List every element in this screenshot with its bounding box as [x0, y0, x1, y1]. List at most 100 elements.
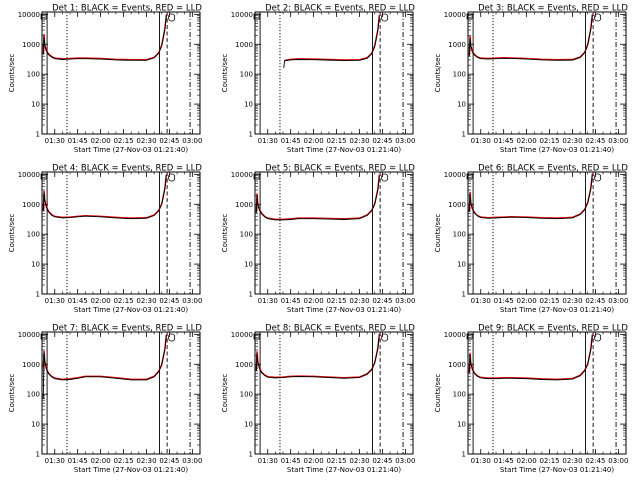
y-tick-label: 1 — [249, 291, 253, 299]
x-tick-label: 03:00 — [608, 297, 628, 305]
x-tick-label: 02:00 — [517, 457, 537, 465]
x-axis-label: Start Time (27-Nov-03 01:21:40) — [500, 146, 614, 154]
y-tick-label: 10000 — [444, 11, 466, 19]
x-tick-label: 02:45 — [372, 137, 392, 145]
series-lld — [468, 173, 594, 219]
x-tick-label: 01:45 — [68, 137, 88, 145]
x-tick-label: 01:45 — [281, 457, 301, 465]
x-tick-label: 01:30 — [258, 457, 278, 465]
chart-title: Det 4: BLACK = Events, RED = LLD — [52, 164, 202, 174]
x-tick-label: 01:30 — [45, 457, 65, 465]
start-marker-glyph — [40, 173, 47, 180]
y-tick-label: 10000 — [231, 171, 253, 179]
end-marker-glyph — [168, 333, 176, 342]
plot-frame — [467, 331, 627, 455]
y-tick-label: 10000 — [18, 331, 40, 339]
panel-det-9: Det 9: BLACK = Events, RED = LLD 1 10 100 10… — [434, 324, 628, 475]
y-axis-label: Counts/sec — [434, 54, 442, 93]
chart-title: Det 6: BLACK = Events, RED = LLD — [478, 164, 628, 174]
series-events — [255, 334, 380, 379]
x-tick-label: 03:00 — [395, 297, 415, 305]
x-tick-label: 02:15 — [539, 297, 559, 305]
panel-det-8: Det 8: BLACK = Events, RED = LLD 1 10 100 10… — [221, 324, 415, 475]
x-tick-label: 02:00 — [91, 137, 111, 145]
y-tick-label: 1 — [36, 131, 40, 139]
x-tick-label: 03:00 — [608, 457, 628, 465]
chart-title: Det 9: BLACK = Events, RED = LLD — [478, 324, 628, 334]
x-tick-label: 01:30 — [45, 137, 65, 145]
x-tick-label: 02:30 — [136, 457, 156, 465]
plot-frame — [467, 11, 627, 135]
y-tick-label: 1000 — [235, 41, 253, 49]
y-tick-label: 1 — [36, 291, 40, 299]
x-tick-label: 02:15 — [326, 137, 346, 145]
y-tick-label: 1000 — [235, 361, 253, 369]
x-tick-label: 02:15 — [113, 457, 133, 465]
panel-det-2: Det 2: BLACK = Events, RED = LLD 1 10 100 10… — [221, 4, 415, 155]
chart-title: Det 1: BLACK = Events, RED = LLD — [52, 4, 202, 14]
series-lld — [284, 14, 381, 62]
y-tick-label: 100 — [27, 391, 40, 399]
y-tick-label: 10000 — [444, 331, 466, 339]
y-axis-label: Counts/sec — [221, 214, 229, 253]
end-marker-glyph — [381, 173, 389, 182]
x-tick-label: 02:00 — [91, 297, 111, 305]
y-tick-label: 100 — [240, 71, 253, 79]
x-tick-label: 02:00 — [91, 457, 111, 465]
x-tick-label: 02:00 — [304, 137, 324, 145]
chart-title: Det 3: BLACK = Events, RED = LLD — [478, 4, 628, 14]
x-axis-label: Start Time (27-Nov-03 01:21:40) — [74, 146, 188, 154]
x-tick-label: 01:45 — [68, 297, 88, 305]
chart-title: Det 7: BLACK = Events, RED = LLD — [52, 324, 202, 334]
x-tick-label: 03:00 — [182, 297, 202, 305]
series-lld — [42, 334, 168, 380]
y-tick-label: 10 — [457, 261, 466, 269]
end-marker-glyph — [594, 333, 602, 342]
y-tick-label: 1 — [249, 131, 253, 139]
y-tick-label: 10 — [31, 421, 40, 429]
x-tick-label: 03:00 — [182, 457, 202, 465]
plot-frame — [254, 331, 414, 455]
x-tick-label: 01:30 — [471, 297, 491, 305]
x-tick-label: 01:45 — [281, 297, 301, 305]
y-axis-label: Counts/sec — [221, 54, 229, 93]
end-marker-glyph — [381, 13, 389, 22]
panel-det-3: Det 3: BLACK = Events, RED = LLD 1 10 100 10… — [434, 4, 628, 155]
end-marker-glyph — [168, 173, 176, 182]
x-tick-label: 02:45 — [372, 457, 392, 465]
x-tick-label: 02:30 — [562, 297, 582, 305]
x-axis-label: Start Time (27-Nov-03 01:21:40) — [287, 146, 401, 154]
x-tick-label: 01:45 — [494, 137, 514, 145]
start-marker-glyph — [40, 13, 47, 20]
y-axis-label: Counts/sec — [221, 374, 229, 413]
panel-det-7: Det 7: BLACK = Events, RED = LLD 1 10 100 10… — [8, 324, 202, 475]
y-tick-label: 1 — [249, 451, 253, 459]
x-tick-label: 01:30 — [258, 297, 278, 305]
series-lld — [42, 14, 168, 61]
series-events — [468, 335, 593, 381]
x-tick-label: 03:00 — [395, 137, 415, 145]
y-tick-label: 1000 — [22, 361, 40, 369]
x-tick-label: 02:15 — [113, 137, 133, 145]
x-tick-label: 01:30 — [471, 457, 491, 465]
series-events — [283, 16, 380, 69]
plot-frame — [41, 171, 201, 295]
x-tick-label: 02:45 — [372, 297, 392, 305]
start-marker-glyph — [466, 333, 473, 340]
plot-frame — [467, 171, 627, 295]
series-lld — [468, 14, 594, 61]
panel-det-5: Det 5: BLACK = Events, RED = LLD 1 10 100 10… — [221, 164, 415, 315]
x-axis-label: Start Time (27-Nov-03 01:21:40) — [500, 466, 614, 474]
x-tick-label: 02:00 — [517, 297, 537, 305]
x-axis-label: Start Time (27-Nov-03 01:21:40) — [500, 306, 614, 314]
panel-det-6: Det 6: BLACK = Events, RED = LLD 1 10 100 10… — [434, 164, 628, 315]
x-axis-label: Start Time (27-Nov-03 01:21:40) — [287, 466, 401, 474]
panel-det-1: Det 1: BLACK = Events, RED = LLD 1 10 100 10… — [8, 4, 202, 155]
x-axis-label: Start Time (27-Nov-03 01:21:40) — [287, 306, 401, 314]
y-axis-label: Counts/sec — [434, 374, 442, 413]
chart-title: Det 8: BLACK = Events, RED = LLD — [265, 324, 415, 334]
series-lld — [255, 174, 381, 220]
plot-frame — [254, 171, 414, 295]
x-tick-label: 02:30 — [349, 297, 369, 305]
